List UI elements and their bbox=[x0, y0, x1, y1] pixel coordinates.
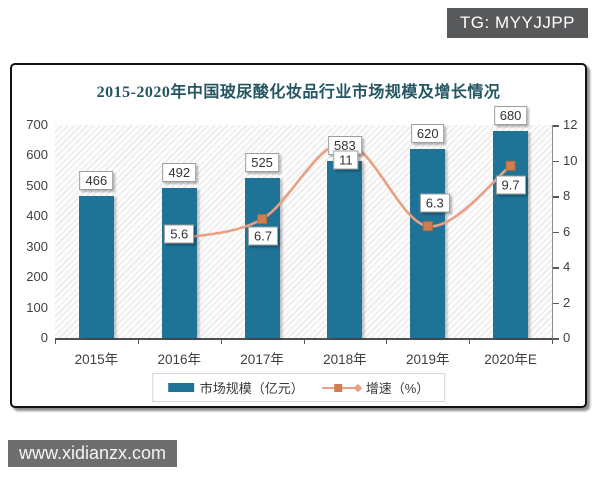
growth-value-label: 5.6 bbox=[164, 224, 195, 244]
left-axis-tick-label: 100 bbox=[26, 299, 48, 315]
right-axis-tick-mark bbox=[553, 160, 559, 162]
right-axis-tick-label: 2 bbox=[563, 294, 571, 310]
x-axis-label: 2018年 bbox=[323, 352, 367, 367]
bar-value-label: 492 bbox=[162, 163, 197, 183]
bar-series-swatch bbox=[167, 383, 194, 392]
legend-label: 市场规模（亿元） bbox=[199, 381, 304, 396]
legend-item: 增速（%） bbox=[321, 378, 430, 397]
growth-value-label: 11 bbox=[333, 150, 359, 170]
right-axis-tick-mark bbox=[553, 338, 559, 340]
category-tick-mark bbox=[137, 340, 139, 344]
left-axis-tick-label: 500 bbox=[26, 177, 48, 193]
category-tick-mark bbox=[552, 340, 553, 344]
left-axis-tick-label: 600 bbox=[26, 147, 48, 163]
bar-2017年 bbox=[244, 178, 280, 338]
category-tick-mark bbox=[220, 340, 222, 344]
right-axis-tick-label: 12 bbox=[563, 117, 578, 132]
right-axis-tick-mark bbox=[553, 125, 559, 127]
bar-value-label: 680 bbox=[493, 106, 528, 126]
line-series-swatch bbox=[321, 383, 362, 393]
bar-2016年 bbox=[161, 188, 197, 338]
site-watermark: www.xidianzx.com bbox=[8, 440, 178, 467]
chart-panel: 2015-2020年中国玻尿酸化妆品行业市场规模及增长情况 466 492 525 5… bbox=[10, 63, 587, 408]
tg-contact-badge: TG: MYYJJPP bbox=[446, 8, 588, 38]
line-marker bbox=[257, 214, 268, 225]
x-axis-label: 2019年 bbox=[405, 352, 450, 367]
growth-value-label: 9.7 bbox=[495, 175, 526, 195]
right-axis-tick-label: 0 bbox=[563, 330, 571, 345]
bar-2018年 bbox=[327, 160, 363, 338]
right-axis-tick-label: 10 bbox=[563, 152, 578, 168]
x-axis-label: 2020年E bbox=[484, 352, 537, 367]
x-axis-label: 2015年 bbox=[74, 352, 119, 367]
category-tick-mark bbox=[55, 340, 56, 344]
left-axis-tick-label: 200 bbox=[26, 269, 48, 285]
right-axis-tick-mark bbox=[553, 231, 559, 233]
right-axis-tick-label: 8 bbox=[563, 188, 571, 203]
left-axis-tick-label: 300 bbox=[26, 238, 48, 254]
growth-value-label: 6.3 bbox=[419, 193, 450, 213]
right-axis-tick-label: 6 bbox=[563, 223, 571, 239]
left-axis-tick-label: 0 bbox=[40, 330, 48, 345]
bar-value-label: 525 bbox=[245, 153, 279, 173]
right-axis-tick-mark bbox=[553, 302, 559, 304]
bar-value-label: 466 bbox=[79, 171, 114, 191]
category-tick-mark bbox=[386, 340, 388, 344]
legend-label: 增速（%） bbox=[365, 381, 430, 396]
growth-value-label: 6.7 bbox=[248, 226, 279, 246]
line-marker bbox=[505, 160, 516, 171]
bar-value-label: 620 bbox=[410, 124, 445, 144]
bar-2019年 bbox=[410, 149, 446, 338]
legend-item: 市场规模（亿元） bbox=[167, 378, 304, 397]
plot-area: 466 492 525 583 620 680 5.6 6.7 11 6.3 9.7 bbox=[55, 106, 553, 340]
left-axis-tick-label: 700 bbox=[26, 117, 48, 132]
line-marker bbox=[422, 221, 433, 232]
category-tick-mark bbox=[303, 340, 305, 344]
right-axis-tick-label: 4 bbox=[563, 259, 571, 274]
bar-2015年 bbox=[78, 196, 114, 338]
category-tick-mark bbox=[469, 340, 471, 344]
growth-line-series bbox=[174, 137, 516, 244]
x-axis-label: 2016年 bbox=[157, 352, 202, 367]
x-axis-label: 2017年 bbox=[240, 352, 284, 367]
legend: 市场规模（亿元） 增速（%） bbox=[151, 373, 446, 402]
chart-title: 2015-2020年中国玻尿酸化妆品行业市场规模及增长情况 bbox=[96, 84, 501, 101]
right-axis-tick-mark bbox=[553, 196, 559, 198]
right-axis-tick-mark bbox=[553, 267, 559, 269]
left-axis-tick-label: 400 bbox=[26, 208, 48, 224]
